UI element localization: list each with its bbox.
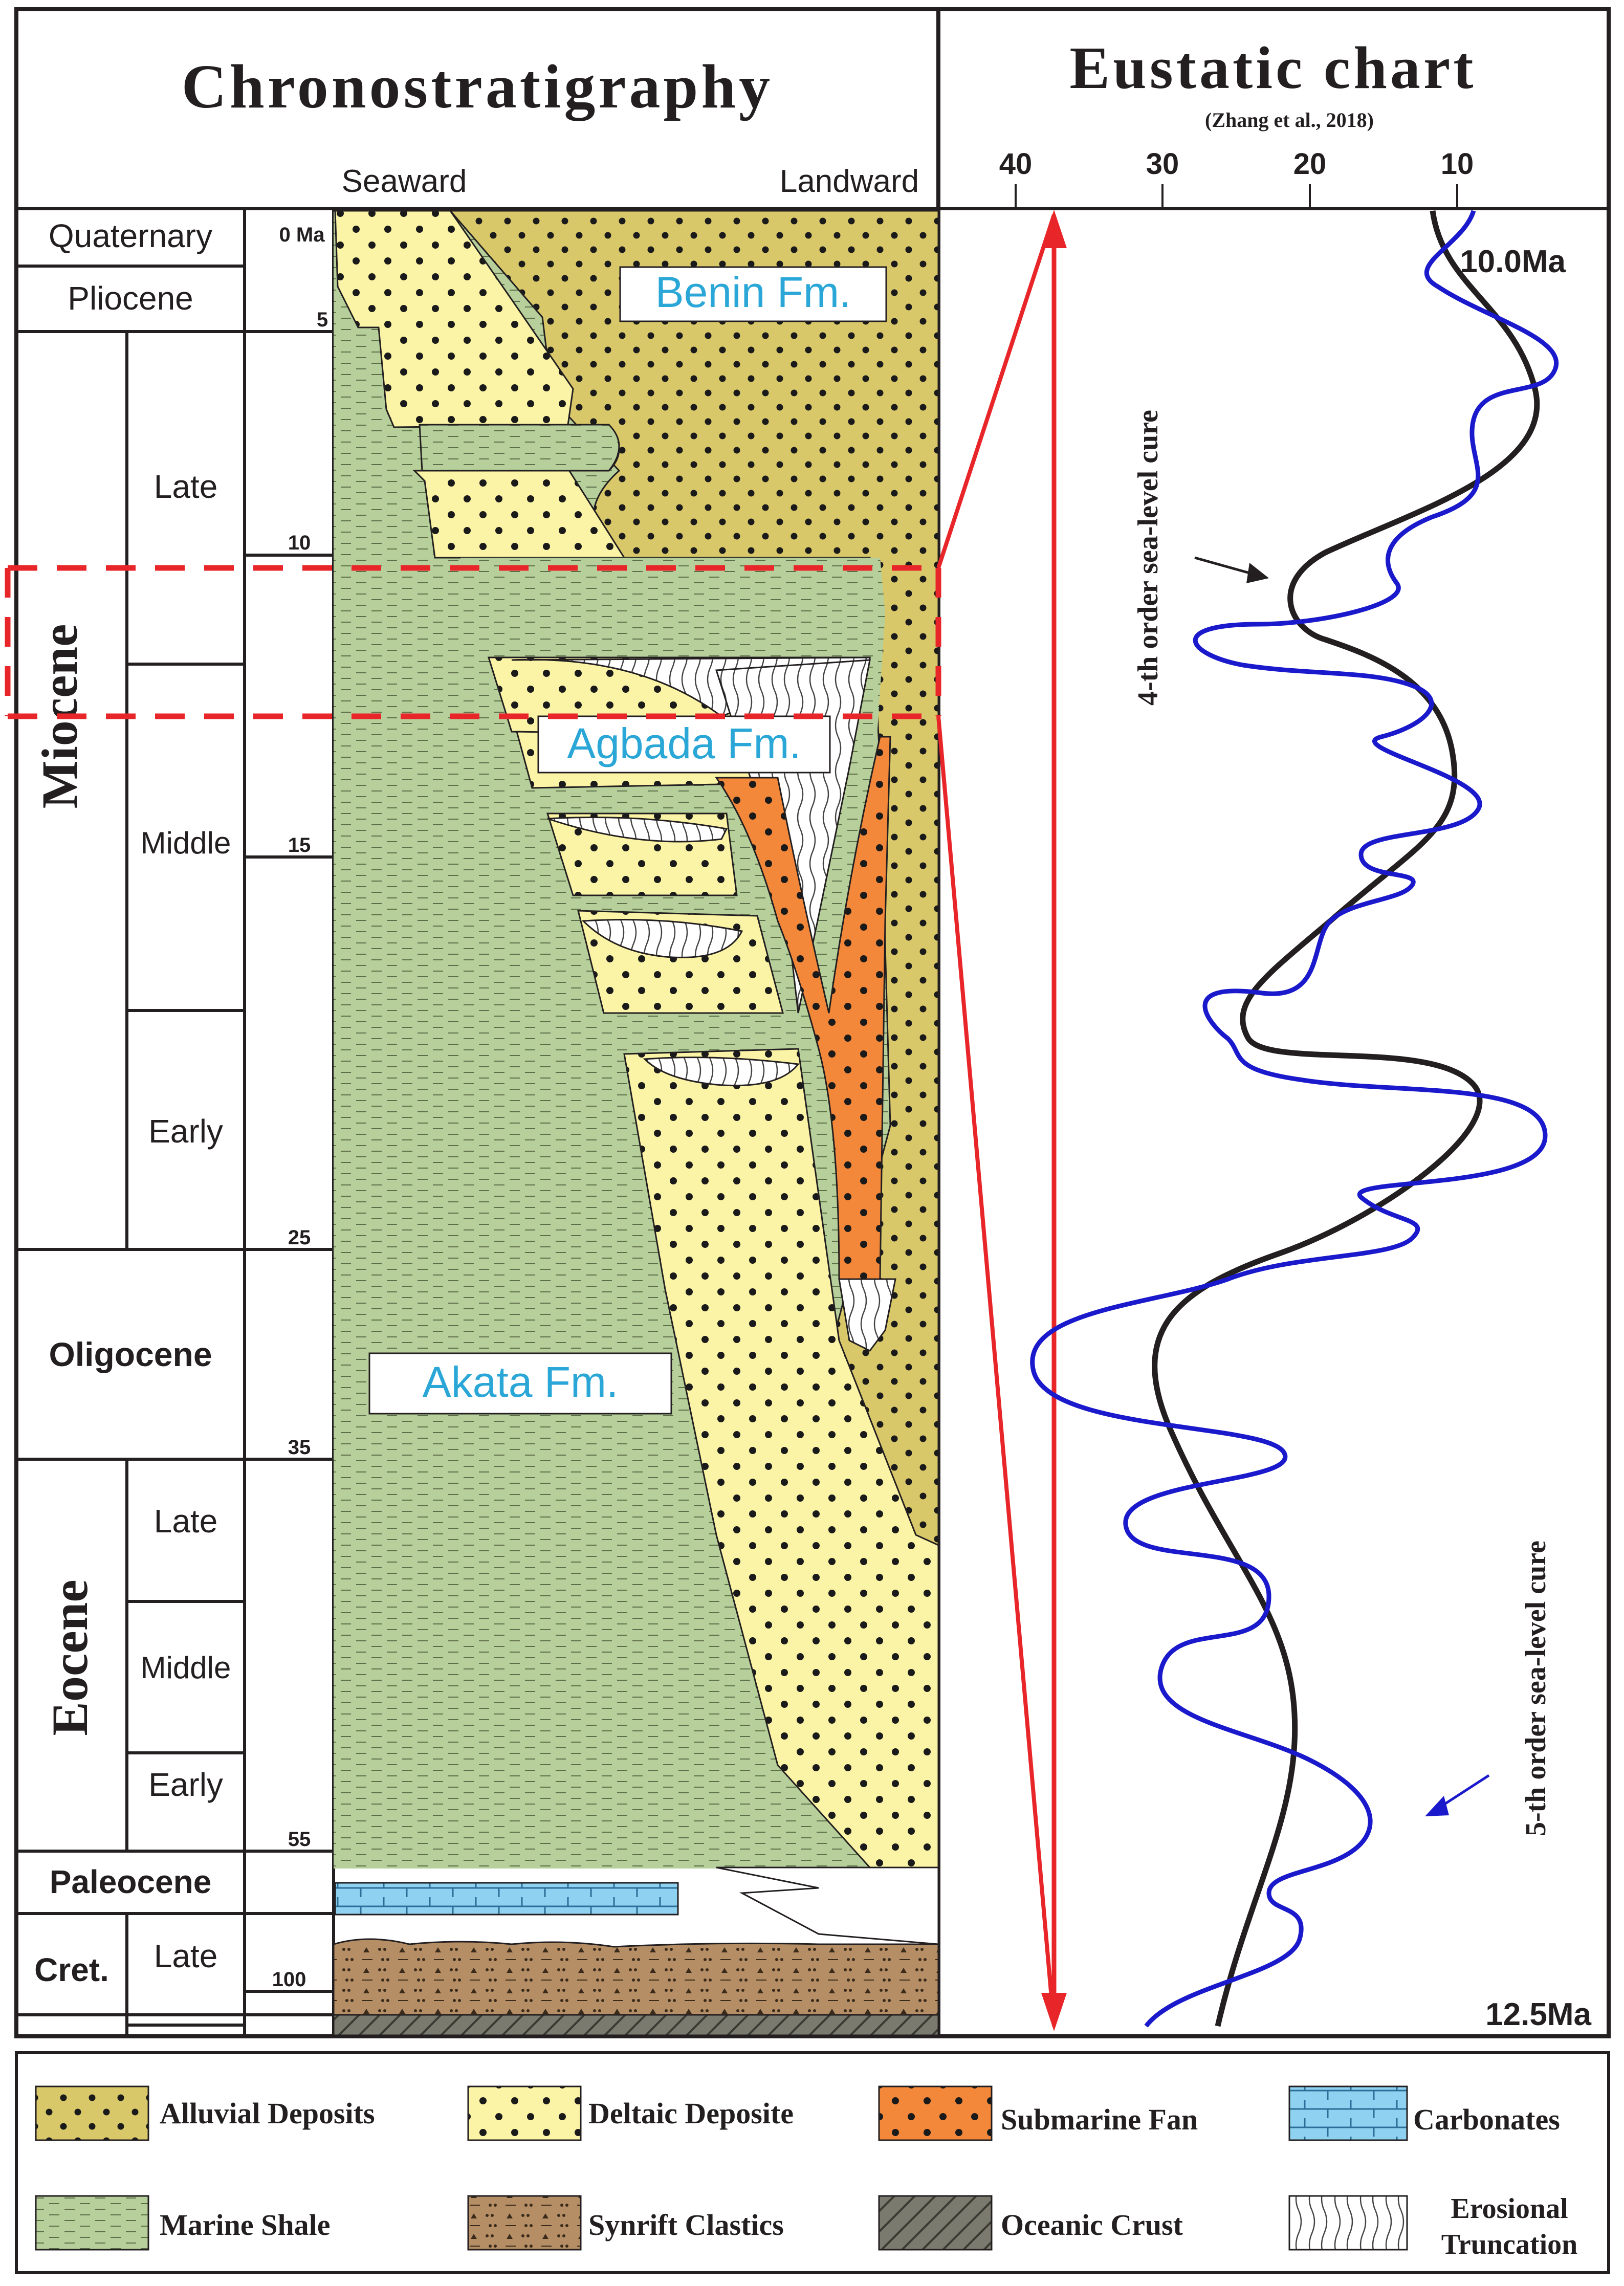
epoch-eocene-middle: Middle [141,1651,231,1685]
benin-formation-label: Benin Fm. [655,268,851,316]
erosion-2 [547,817,728,843]
age-35: 35 [288,1436,311,1459]
curve-5th-arrowhead [1425,1796,1449,1816]
period-oligocene: Oligocene [49,1335,212,1373]
carbonate-layer [334,1882,679,1916]
legend-label-erosional-2: Truncation [1441,2229,1578,2260]
legend-label-deltaic: Deltaic Deposite [588,2097,794,2130]
epoch-cret-late: Late [154,1938,218,1974]
legend-label-erosional-1: Erosional [1451,2193,1568,2225]
period-paleocene: Paleocene [50,1863,212,1900]
eustatic-title: Eustatic chart [1069,34,1476,101]
legend-frame [15,2051,1610,2274]
legend-label-carbonates: Carbonates [1413,2103,1560,2136]
legend-label-submarine-fan: Submarine Fan [1001,2103,1198,2136]
erosion-4 [643,1057,800,1087]
legend-label-synrift: Synrift Clastics [588,2208,784,2241]
legend-label-alluvial: Alluvial Deposits [160,2097,375,2130]
period-eocene: Eocene [41,1579,98,1735]
age-0: 0 Ma [279,224,325,246]
agbada-formation-label: Agbada Fm. [567,719,801,767]
chrono-title: Chronostratigraphy [182,52,773,121]
zoom-arrow-down [1041,1993,1067,2031]
basal-gap [716,1866,939,1945]
erosion-3 [581,919,743,958]
eustatic-citation: (Zhang et al., 2018) [1205,108,1374,131]
curve-5th-label: 5-th order sea-level cure [1520,1541,1552,1836]
period-pliocene: Pliocene [68,280,193,317]
legend-swatch-carbonates [1288,2085,1408,2141]
shale-tongue [419,424,620,472]
age-25: 25 [288,1226,311,1249]
tick-label-30: 30 [1146,147,1179,181]
cross-section [333,210,939,2036]
legend-swatch-synrift [467,2195,582,2251]
landward-label: Landward [780,164,919,199]
synrift-layer [333,1938,939,2016]
seaward-label: Seaward [342,164,467,199]
age-5: 5 [317,309,328,331]
legend: Alluvial Deposits Deltaic Deposite Subma… [15,2051,1610,2274]
zoom-line-top [936,214,1056,569]
age-10: 10 [288,532,311,554]
legend-swatch-submarine-fan [878,2085,993,2141]
akata-formation-label: Akata Fm. [423,1358,619,1406]
curve-4th-order [1152,210,1540,2027]
eustatic-bottom-age: 12.5Ma [1485,1997,1591,2032]
eustatic-curves [1030,210,1559,2028]
legend-swatch-marine-shale [35,2195,149,2251]
epoch-miocene-early: Early [148,1113,223,1150]
eustatic-axis: 40 30 20 10 [999,147,1474,209]
period-quaternary: Quaternary [49,217,212,254]
legend-swatch-erosional-truncation [1288,2195,1408,2251]
curve-4th-arrowhead [1246,563,1269,583]
zoom-arrow-up [1041,210,1067,248]
legend-swatch-deltaic [467,2085,582,2141]
zoom-line-bottom [936,716,1056,2027]
submarine-fan [715,736,891,1280]
tick-label-20: 20 [1293,147,1327,181]
erosion-5 [838,1278,896,1352]
epoch-miocene-late: Late [154,468,218,505]
benin-label-box [619,266,887,322]
oceanic-crust-layer [333,2014,939,2036]
akata-label-box [368,1352,672,1415]
legend-swatch-alluvial [35,2085,149,2141]
curve-5th-order [1030,210,1559,2028]
age-15: 15 [288,834,311,856]
epoch-miocene-middle: Middle [141,826,231,860]
age-55: 55 [288,1828,311,1851]
eustatic-top-age: 10.0Ma [1460,244,1566,279]
legend-label-marine-shale: Marine Shale [160,2208,330,2241]
legend-swatch-oceanic-crust [878,2195,993,2251]
tick-label-10: 10 [1441,147,1474,181]
agbada-label-box [537,715,831,774]
highlight-interval [5,210,1067,2031]
curve-4th-label: 4-th order sea-level cure [1132,410,1164,706]
epoch-eocene-early: Early [148,1766,223,1803]
period-cretaceous: Cret. [34,1951,109,1988]
epoch-eocene-late: Late [154,1503,218,1540]
age-100: 100 [272,1968,306,1991]
tick-label-40: 40 [999,147,1033,181]
legend-label-oceanic-crust: Oceanic Crust [1001,2208,1183,2241]
